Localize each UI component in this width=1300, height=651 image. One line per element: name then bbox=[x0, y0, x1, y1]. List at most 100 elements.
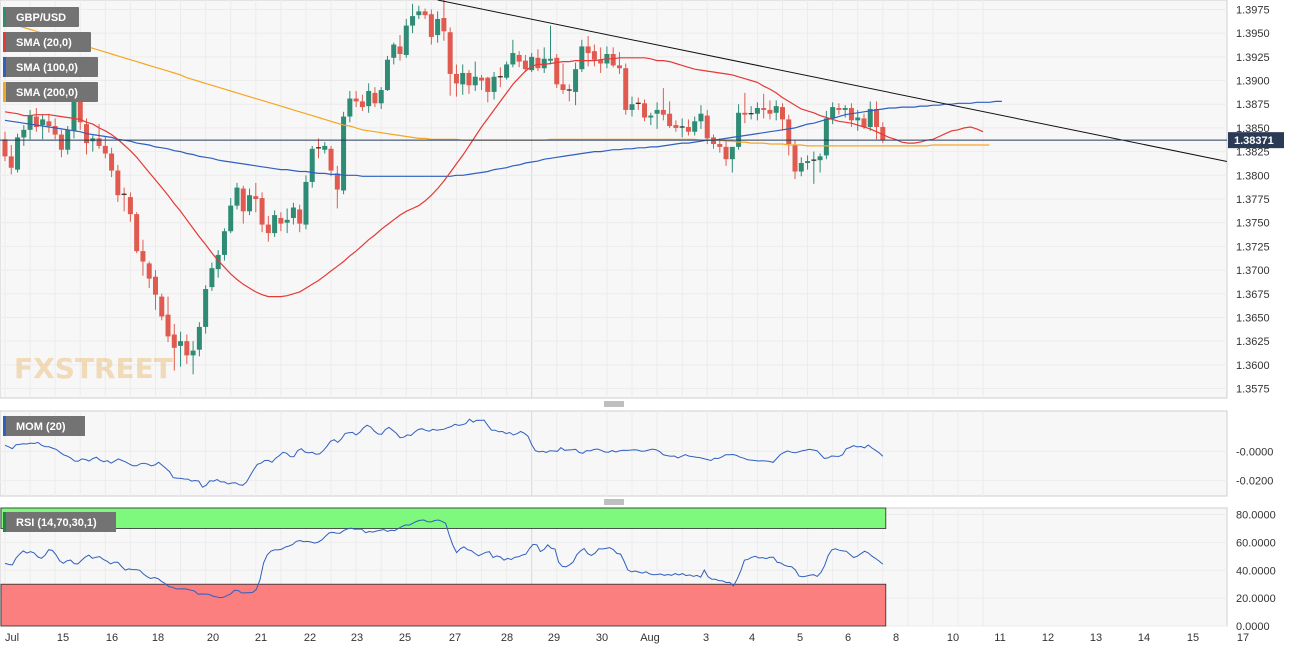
candle-body bbox=[717, 144, 723, 147]
candle-body bbox=[698, 113, 704, 122]
candle bbox=[391, 42, 397, 65]
candle bbox=[284, 208, 290, 234]
candle bbox=[40, 114, 46, 140]
legend-item: GBP/USD bbox=[3, 7, 79, 27]
pane-splitter-handle[interactable] bbox=[604, 499, 624, 505]
candle bbox=[585, 36, 591, 67]
candle-body bbox=[867, 108, 873, 127]
legend-item: SMA (20,0) bbox=[3, 32, 91, 52]
candle bbox=[485, 76, 491, 103]
candle-body bbox=[453, 73, 459, 84]
candle bbox=[648, 112, 654, 126]
rsi-line bbox=[4, 519, 884, 599]
candle-body bbox=[660, 109, 666, 115]
candle-body bbox=[203, 289, 209, 327]
candle-body bbox=[2, 139, 8, 157]
candle bbox=[623, 63, 629, 115]
candle-body bbox=[322, 145, 328, 150]
candle-body bbox=[146, 263, 152, 279]
candle-body bbox=[729, 146, 735, 160]
candle bbox=[773, 100, 779, 121]
pane-splitters[interactable] bbox=[604, 401, 624, 505]
candle bbox=[522, 54, 528, 73]
candle-body bbox=[479, 77, 485, 81]
candle bbox=[253, 182, 259, 213]
candle bbox=[159, 293, 165, 321]
pane-splitter-handle[interactable] bbox=[604, 401, 624, 407]
candle-body bbox=[441, 18, 447, 32]
candle bbox=[723, 140, 729, 166]
candle-body bbox=[466, 72, 472, 86]
candle-body bbox=[334, 173, 340, 190]
candle bbox=[573, 62, 579, 106]
candle-body bbox=[510, 53, 516, 65]
candle bbox=[134, 212, 140, 254]
candle-body bbox=[46, 121, 52, 127]
candle-body bbox=[598, 59, 604, 64]
candle bbox=[704, 109, 710, 145]
candle bbox=[359, 94, 365, 111]
candle bbox=[754, 102, 760, 121]
candle-body bbox=[704, 115, 710, 139]
candle bbox=[591, 44, 597, 67]
candle bbox=[479, 74, 485, 91]
candle-body bbox=[253, 196, 259, 199]
candle bbox=[8, 144, 14, 175]
candle bbox=[265, 216, 271, 242]
candle-body bbox=[623, 68, 629, 110]
candle bbox=[297, 204, 303, 233]
candle-body bbox=[21, 129, 27, 138]
candle bbox=[190, 341, 196, 375]
candle bbox=[171, 324, 177, 371]
candle bbox=[127, 192, 133, 222]
legend-swatch bbox=[3, 416, 6, 436]
candle-body bbox=[303, 181, 309, 225]
legend-label: SMA (200,0) bbox=[16, 87, 78, 99]
candle-body bbox=[397, 46, 403, 55]
legend-box bbox=[3, 82, 98, 102]
candle-body bbox=[341, 116, 347, 191]
candle-body bbox=[610, 54, 616, 66]
legend-label: GBP/USD bbox=[16, 12, 66, 24]
candle bbox=[805, 155, 811, 170]
x-tick-label: 28 bbox=[501, 632, 513, 644]
candle-body bbox=[692, 121, 698, 132]
price-pane: FXSTREET bbox=[0, 0, 1228, 385]
candle bbox=[353, 90, 359, 108]
x-tick-label: 15 bbox=[1187, 632, 1199, 644]
legend-swatch bbox=[3, 32, 6, 52]
candle-body bbox=[215, 254, 221, 270]
rsi-oversold-zone bbox=[0, 583, 887, 627]
candle bbox=[867, 101, 873, 131]
candle-body bbox=[428, 14, 434, 37]
candle-body bbox=[134, 214, 140, 252]
candle-body bbox=[591, 51, 597, 60]
legend-box bbox=[3, 416, 85, 436]
mom-tick-label: -0.0000 bbox=[1236, 446, 1273, 458]
legend-swatch bbox=[3, 512, 6, 532]
candle bbox=[698, 105, 704, 129]
candle-body bbox=[353, 98, 359, 102]
price-tick-label: 1.3575 bbox=[1236, 384, 1270, 396]
candle bbox=[729, 146, 735, 173]
candle bbox=[272, 210, 278, 237]
candle-body bbox=[40, 119, 46, 126]
candle bbox=[761, 93, 767, 119]
legend-label: RSI (14,70,30,1) bbox=[16, 517, 97, 529]
candle-body bbox=[178, 341, 184, 346]
candle bbox=[403, 18, 409, 58]
candle bbox=[566, 84, 572, 102]
candle-body bbox=[817, 156, 823, 161]
candle bbox=[635, 97, 641, 110]
candle-body bbox=[842, 108, 848, 110]
legend-label: SMA (20,0) bbox=[16, 37, 72, 49]
candle-body bbox=[410, 16, 416, 26]
sma100-line bbox=[4, 100, 1002, 177]
candle bbox=[642, 99, 648, 122]
legend-swatch bbox=[3, 82, 6, 102]
candle bbox=[366, 83, 372, 113]
mom-line bbox=[4, 418, 884, 488]
candle bbox=[547, 25, 553, 65]
candle bbox=[152, 270, 158, 310]
candle bbox=[247, 188, 253, 216]
